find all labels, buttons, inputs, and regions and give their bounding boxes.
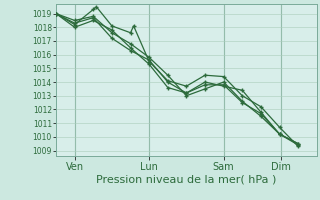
- X-axis label: Pression niveau de la mer( hPa ): Pression niveau de la mer( hPa ): [96, 174, 276, 184]
